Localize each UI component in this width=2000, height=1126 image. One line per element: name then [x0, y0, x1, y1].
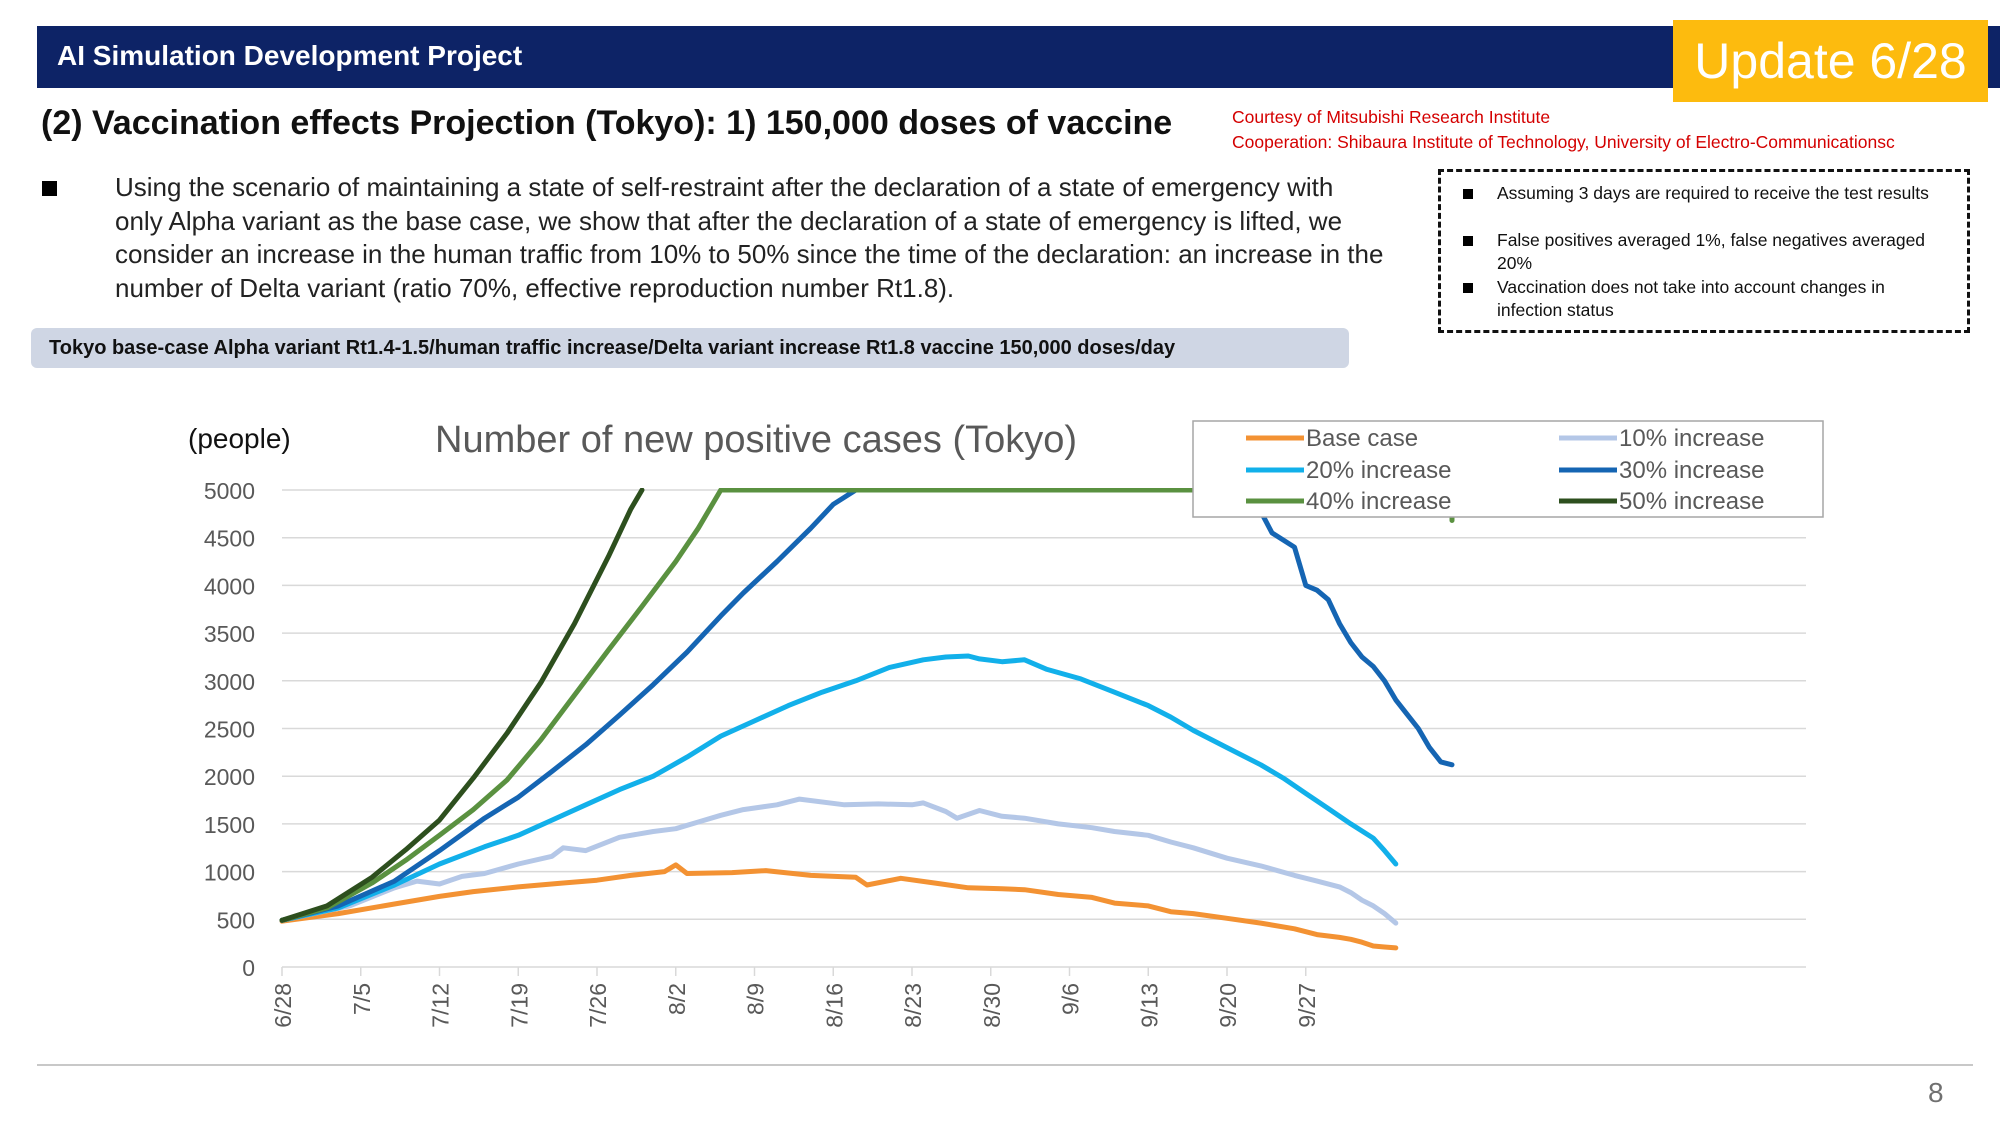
y-tick-label: 2000 [204, 764, 255, 790]
bottom-divider [37, 1064, 1973, 1066]
note-text: Vaccination does not take into account c… [1497, 277, 1885, 320]
credit-line-1: Courtesy of Mitsubishi Research Institut… [1232, 107, 1551, 127]
x-tick-label: 8/30 [979, 983, 1005, 1028]
x-tick-label: 8/9 [743, 983, 769, 1015]
chart-y-axis-label: (people) [188, 423, 291, 454]
series-line [279, 488, 1455, 923]
x-tick-label: 7/26 [585, 983, 611, 1028]
header-bar [37, 26, 2000, 88]
bullet-square-icon [42, 181, 57, 196]
legend-label: Base case [1306, 425, 1418, 452]
note-text: Assuming 3 days are required to receive … [1497, 183, 1929, 203]
legend-label: 20% increase [1306, 457, 1451, 484]
y-tick-label: 1000 [204, 860, 255, 886]
y-tick-label: 500 [217, 907, 255, 933]
bullet-square-icon [1463, 189, 1473, 199]
bullet-square-icon [1463, 283, 1473, 293]
x-tick-label: 9/6 [1058, 983, 1084, 1015]
series-line [279, 653, 1399, 923]
line-chart: (people) Number of new positive cases (T… [188, 419, 1824, 1028]
x-tick-label: 9/20 [1215, 983, 1241, 1028]
y-tick-label: 5000 [204, 478, 255, 504]
series-line [279, 488, 645, 923]
x-tick-label: 8/23 [900, 983, 926, 1028]
y-tick-label: 2500 [204, 717, 255, 743]
y-tick-label: 4500 [204, 526, 255, 552]
credit-line-2: Cooperation: Shibaura Institute of Techn… [1232, 132, 1895, 152]
y-tick-label: 3500 [204, 621, 255, 647]
assumptions-box: Assuming 3 days are required to receive … [1438, 169, 1970, 333]
chart-title: Number of new positive cases (Tokyo) [435, 419, 1077, 461]
x-tick-label: 8/16 [821, 983, 847, 1028]
update-badge: Update 6/28 [1673, 20, 1988, 102]
body-text: Using the scenario of maintaining a stat… [115, 172, 1384, 303]
legend-label: 30% increase [1619, 457, 1764, 484]
x-tick-label: 7/19 [506, 983, 532, 1028]
x-tick-label: 8/2 [664, 983, 690, 1015]
legend-label: 50% increase [1619, 488, 1764, 515]
x-tick-label: 6/28 [270, 983, 296, 1028]
legend-label: 40% increase [1306, 488, 1451, 515]
y-tick-label: 3000 [204, 669, 255, 695]
series-line [279, 862, 1399, 951]
y-tick-label: 0 [242, 955, 255, 981]
scenario-label: Tokyo base-case Alpha variant Rt1.4-1.5/… [31, 328, 1349, 368]
bullet-square-icon [1463, 236, 1473, 246]
series-line [279, 796, 1399, 926]
x-tick-label: 9/27 [1294, 983, 1320, 1028]
y-tick-label: 4000 [204, 573, 255, 599]
slide-subtitle: (2) Vaccination effects Projection (Toky… [41, 104, 1173, 142]
note-text: False positives averaged 1%, false negat… [1497, 230, 1926, 273]
y-tick-label: 1500 [204, 812, 255, 838]
legend-label: 10% increase [1619, 425, 1764, 452]
x-tick-label: 7/12 [428, 983, 454, 1028]
x-tick-label: 9/13 [1136, 983, 1162, 1028]
page-number: 8 [1928, 1077, 1944, 1108]
header-title: AI Simulation Development Project [57, 40, 523, 71]
x-tick-label: 7/5 [349, 983, 375, 1015]
